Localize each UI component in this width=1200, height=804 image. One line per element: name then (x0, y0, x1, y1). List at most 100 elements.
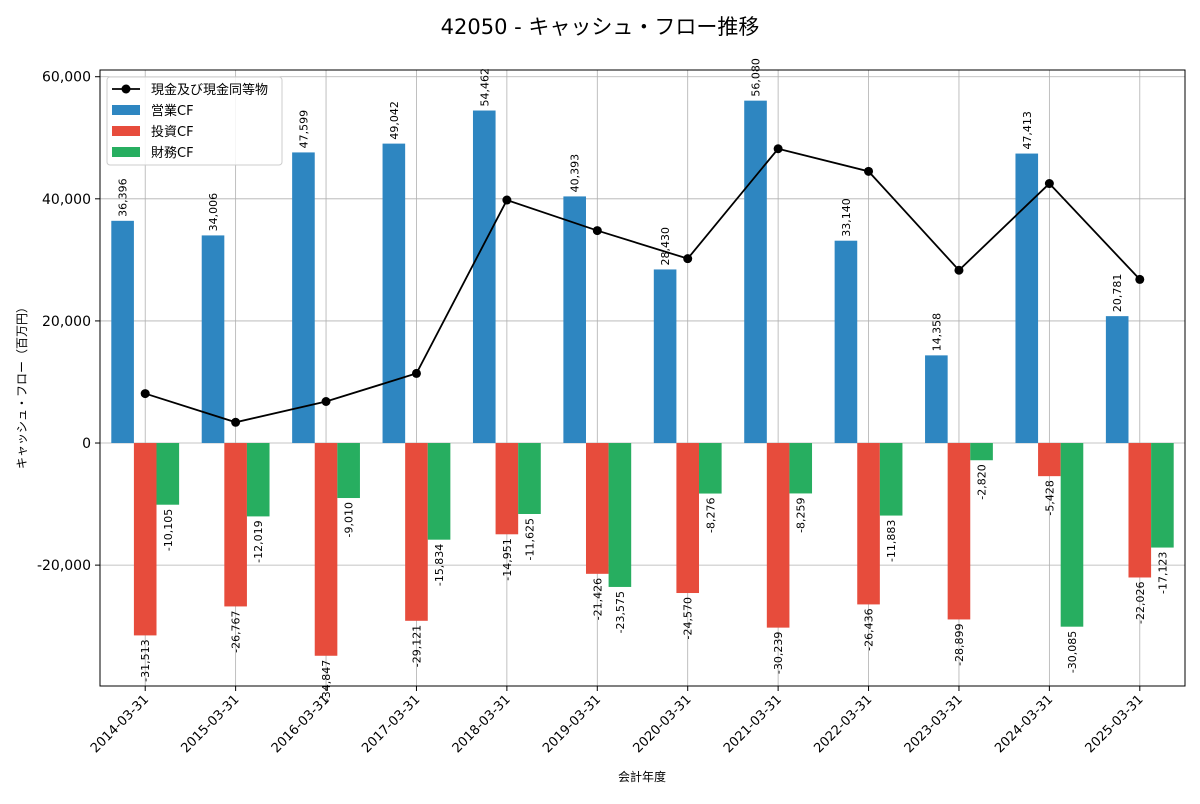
x-tick-label: 2015-03-31 (178, 692, 242, 756)
data-label: 34,006 (207, 193, 220, 232)
data-label: -5,428 (1043, 480, 1056, 515)
data-label: 33,140 (840, 198, 853, 237)
x-tick-label: 2020-03-31 (630, 692, 694, 756)
cash-equivalents-point (954, 265, 964, 275)
data-label: -22,026 (1134, 581, 1147, 623)
cash-equivalents-point (231, 417, 241, 427)
data-label: -30,239 (772, 632, 785, 674)
bar-営業CF-2022-03-31 (834, 240, 858, 444)
bar-財務CF-2022-03-31 (879, 443, 903, 516)
bar-財務CF-2024-03-31 (1060, 443, 1084, 627)
data-label: 56,080 (750, 58, 763, 97)
bar-営業CF-2018-03-31 (472, 110, 496, 444)
x-tick-label: 2019-03-31 (540, 692, 604, 756)
data-label: -28,899 (953, 623, 966, 665)
data-label: -10,105 (162, 509, 175, 551)
bar-投資CF-2018-03-31 (495, 443, 519, 535)
bar-投資CF-2024-03-31 (1038, 443, 1061, 477)
data-label: -34,847 (320, 660, 333, 702)
cash-equivalents-point (1044, 179, 1054, 189)
y-tick-label: 40,000 (42, 192, 91, 208)
legend-point-marker (121, 84, 131, 94)
cash-equivalents-point (864, 166, 874, 176)
data-label: 40,393 (569, 154, 582, 193)
cash-equivalents-point (411, 368, 421, 378)
data-label: -11,883 (885, 520, 898, 562)
bar-投資CF-2025-03-31 (1128, 443, 1152, 578)
bar-営業CF-2017-03-31 (382, 143, 406, 444)
bar-投資CF-2021-03-31 (766, 443, 790, 628)
data-label: -26,436 (863, 608, 876, 650)
bar-財務CF-2015-03-31 (246, 443, 270, 517)
bar-営業CF-2023-03-31 (925, 355, 948, 444)
bar-投資CF-2023-03-31 (947, 443, 971, 620)
data-label: 20,781 (1111, 274, 1124, 313)
y-tick-label: -20,000 (37, 558, 91, 574)
bar-財務CF-2014-03-31 (156, 443, 180, 505)
y-tick-label: 60,000 (42, 70, 91, 86)
data-label: 47,413 (1021, 111, 1034, 150)
x-axis-label: 会計年度 (618, 769, 666, 784)
plot-frame (99, 69, 1186, 687)
bar-財務CF-2021-03-31 (789, 443, 813, 494)
y-tick-label: 20,000 (42, 314, 91, 330)
bar-財務CF-2016-03-31 (337, 443, 360, 499)
cash-equivalents-point (1135, 274, 1145, 284)
bar-営業CF-2025-03-31 (1105, 316, 1129, 444)
legend-label: 財務CF (151, 146, 194, 161)
legend-swatch (112, 105, 140, 115)
bar-投資CF-2014-03-31 (133, 443, 157, 636)
cash-equivalents-point (683, 254, 693, 264)
bar-財務CF-2023-03-31 (970, 443, 993, 461)
line-series (140, 144, 1145, 427)
data-label: -12,019 (252, 520, 265, 562)
cash-equivalents-point (502, 195, 512, 205)
data-label: -9,010 (343, 502, 356, 537)
data-label: -31,513 (139, 639, 152, 681)
bar-投資CF-2020-03-31 (676, 443, 700, 594)
data-labels: 36,396 34,006 47,599 49,042 54,462 40,393 28,4… (117, 58, 1170, 702)
data-label: 28,430 (659, 227, 672, 266)
y-axis-label: キャッシュ・フロー（百万円） (15, 301, 29, 469)
bar-財務CF-2018-03-31 (518, 443, 541, 514)
data-label: -23,575 (614, 591, 627, 633)
legend-label: 投資CF (151, 124, 194, 140)
data-label: -21,426 (591, 578, 604, 620)
bar-営業CF-2020-03-31 (653, 269, 677, 444)
cash-equivalents-point (321, 397, 331, 407)
bar-投資CF-2016-03-31 (314, 443, 338, 656)
x-tick-label: 2018-03-31 (450, 692, 514, 756)
bar-投資CF-2022-03-31 (857, 443, 880, 605)
bar-投資CF-2019-03-31 (585, 443, 609, 574)
x-tick-label: 2021-03-31 (721, 692, 785, 756)
bar-財務CF-2017-03-31 (427, 443, 451, 540)
data-label: 54,462 (478, 68, 491, 107)
legend-box (106, 76, 283, 166)
x-tick-label: 2016-03-31 (269, 692, 333, 756)
bar-series (111, 100, 1174, 656)
data-label: 36,396 (117, 178, 130, 217)
data-label: 47,599 (297, 110, 310, 149)
bar-財務CF-2025-03-31 (1151, 443, 1174, 548)
data-label: -17,123 (1156, 552, 1169, 594)
bar-投資CF-2017-03-31 (405, 443, 428, 621)
data-label: 49,042 (388, 101, 401, 140)
legend-swatch (112, 147, 140, 157)
cash-equivalents-point (773, 144, 783, 154)
legend-label: 現金及び現金同等物 (151, 82, 268, 98)
cash-equivalents-point (592, 226, 602, 236)
bar-財務CF-2020-03-31 (699, 443, 722, 494)
bar-営業CF-2019-03-31 (563, 196, 586, 444)
data-label: -14,951 (501, 538, 514, 580)
bar-営業CF-2014-03-31 (111, 220, 134, 444)
x-tick-label: 2022-03-31 (811, 692, 875, 756)
data-label: -15,834 (433, 544, 446, 586)
data-label: -26,767 (230, 610, 243, 652)
bar-営業CF-2024-03-31 (1015, 153, 1039, 444)
bar-営業CF-2016-03-31 (292, 152, 315, 444)
data-label: -2,820 (976, 464, 989, 499)
data-label: -30,085 (1066, 631, 1079, 673)
data-label: -24,570 (682, 597, 695, 639)
